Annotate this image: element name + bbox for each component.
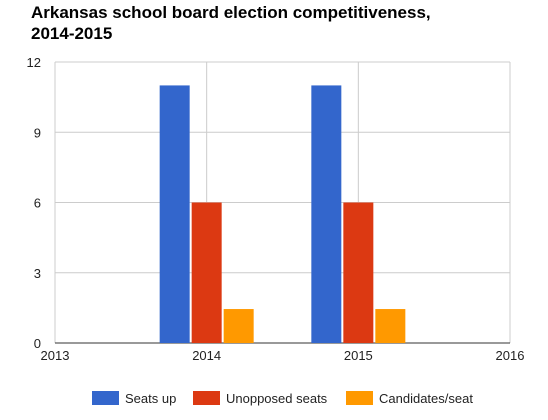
bar-candidates-seat-2014: [223, 309, 254, 343]
bar-candidates-seat-2015: [375, 309, 406, 343]
bar-unopposed-seats-2014: [191, 202, 222, 343]
legend-item: Seats up: [92, 388, 176, 408]
chart-legend: Seats up Unopposed seats Candidates/seat: [0, 388, 548, 408]
legend-swatch: [92, 391, 119, 405]
x-tick-label: 2014: [192, 348, 221, 363]
y-tick-label: 0: [34, 336, 41, 351]
legend-label: Seats up: [125, 390, 177, 406]
bar-seats-up-2014: [159, 85, 190, 344]
bar-seats-up-2015: [311, 85, 342, 344]
legend-label: Unopposed seats: [226, 390, 328, 406]
y-tick-label: 6: [34, 196, 41, 211]
legend-swatch: [346, 391, 373, 405]
y-tick-label: 3: [34, 266, 41, 281]
chart-title-line-2: 2014-2015: [31, 24, 113, 43]
bar-unopposed-seats-2015: [343, 202, 374, 343]
y-tick-label: 12: [27, 55, 41, 70]
x-tick-label: 2016: [496, 348, 525, 363]
legend-swatch: [193, 391, 220, 405]
chart-title: Arkansas school board election competiti…: [31, 2, 531, 44]
y-tick-label: 9: [34, 125, 41, 140]
chart-title-line-1: Arkansas school board election competiti…: [31, 3, 431, 22]
legend-item: Unopposed seats: [193, 388, 327, 408]
bar-chart: 0 3 6 9 12 2013 2014 2015 2016: [27, 55, 525, 363]
x-tick-label: 2013: [41, 348, 70, 363]
legend-item: Candidates/seat: [346, 388, 473, 408]
x-tick-label: 2015: [344, 348, 373, 363]
legend-label: Candidates/seat: [379, 390, 473, 406]
